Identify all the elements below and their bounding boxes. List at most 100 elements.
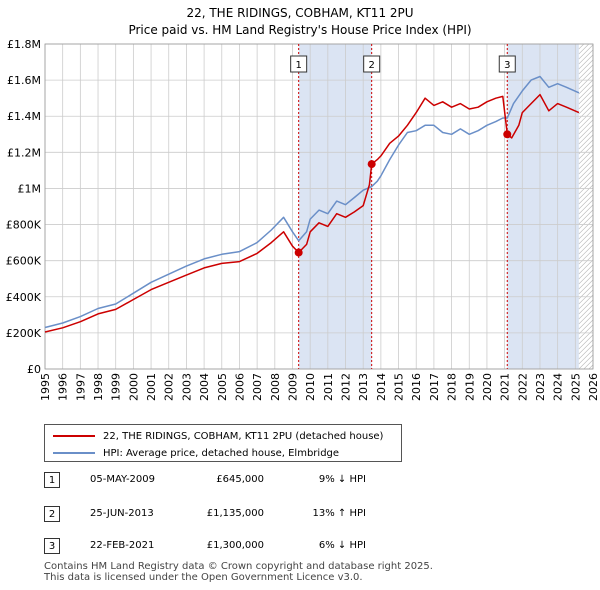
future-hatch [578,164,594,180]
chart-subtitle: Price paid vs. HM Land Registry's House … [128,23,471,37]
future-hatch [578,43,585,50]
future-hatch [578,169,594,185]
future-hatch [578,224,594,240]
x-tick-label: 2022 [516,373,529,401]
y-tick-label: £1.8M [7,38,41,51]
x-tick-label: 2017 [428,373,441,401]
price-chart: 22, THE RIDINGS, COBHAM, KT11 2PU Price … [6,6,600,401]
future-hatch [578,269,594,285]
x-tick-label: 2021 [499,373,512,401]
x-tick-label: 1998 [92,373,105,401]
legend-swatch-hpi [53,452,95,454]
table-row: 3 22-FEB-2021 £1,300,000 6% ↓ HPI [44,538,464,556]
x-tick-label: 2025 [569,373,582,401]
x-tick-label: 2002 [163,373,176,401]
future-hatch [578,179,594,195]
y-tick-label: £1.4M [7,110,41,123]
chart-badge-2 [363,55,381,73]
x-tick-label: 1995 [39,373,52,401]
y-tick-label: £1M [18,182,42,195]
future-hatch [578,314,594,330]
sale-date: 05-MAY-2009 [90,474,156,485]
future-hatch [578,339,594,355]
sale-badge: 3 [44,538,60,554]
future-hatch [578,89,594,105]
future-hatch [578,254,594,270]
chart-badge-label-1: 1 [295,60,301,71]
x-tick-label: 2013 [357,373,370,401]
y-tick-label: £200K [6,327,42,340]
sale-hpi-diff: 9% ↓ HPI [318,474,366,485]
sale-hpi-diff: 13% ↑ HPI [312,508,366,519]
shaded-period [298,44,372,369]
grid-lines [44,43,594,370]
chart-badge-1 [290,55,308,73]
future-hatch [578,354,594,370]
future-hatch [578,274,594,290]
x-tick-label: 2018 [446,373,459,401]
x-tick-label: 2020 [481,373,494,401]
future-hatch [578,54,594,70]
x-tick-label: 2026 [587,373,600,401]
x-tick-label: 2008 [269,373,282,401]
shaded-periods [45,43,594,370]
x-tick-label: 2004 [198,373,211,401]
future-hatch [578,334,594,350]
x-tick-label: 2003 [180,373,193,401]
x-tick-label: 1996 [57,373,70,401]
x-tick-label: 2015 [393,373,406,401]
future-hatch [578,299,594,315]
shaded-period [507,44,579,369]
future-hatch [578,309,594,325]
x-tick-label: 2016 [410,373,423,401]
y-axis-ticks: £0 £200K £400K £600K £800K £1M £1.2M £1.4M £1.6M… [6,38,42,376]
future-hatch [578,119,594,135]
y-tick-label: £1.2M [7,146,41,159]
future-hatch [578,114,594,130]
future-hatch [578,194,594,210]
future-hatch [578,43,590,55]
future-hatch [578,79,594,95]
legend: 22, THE RIDINGS, COBHAM, KT11 2PU (detac… [44,424,402,462]
y-tick-label: £800K [6,219,42,232]
future-hatch [578,174,594,190]
future-hatch [578,249,594,265]
sale-price: £1,300,000 [206,540,264,551]
sale-date: 25-JUN-2013 [90,508,154,519]
x-tick-label: 2010 [304,373,317,401]
future-hatch [578,49,594,65]
x-tick-label: 2024 [552,373,565,401]
future-hatch [578,329,594,345]
sale-points [294,130,512,257]
x-tick-label: 2014 [375,373,388,401]
future-hatch [578,59,594,75]
chart-badge-label-3: 3 [504,60,510,71]
future-hatch [578,159,594,175]
x-tick-label: 2001 [145,373,158,401]
future-hatch [583,359,594,370]
legend-label-property: 22, THE RIDINGS, COBHAM, KT11 2PU (detac… [103,430,384,442]
future-hatch [578,124,594,140]
x-tick-label: 1999 [110,373,123,401]
x-tick-label: 2000 [127,373,140,401]
future-hatch [578,244,594,260]
future-hatch [578,74,594,90]
sale-date: 22-FEB-2021 [90,540,155,551]
future-hatch [578,109,594,125]
y-tick-label: £600K [6,255,42,268]
x-tick-label: 2006 [233,373,246,401]
x-axis-ticks: 1995 1996 1997 1998 1999 2000 2001 2002 2003 2004… [39,373,600,401]
future-hatch [578,229,594,245]
table-row: 1 05-MAY-2009 £645,000 9% ↓ HPI [44,472,464,490]
chart-title: 22, THE RIDINGS, COBHAM, KT11 2PU [186,6,413,20]
legend-item-hpi: HPI: Average price, detached house, Elmb… [53,445,339,461]
sale-price: £1,135,000 [206,508,264,519]
future-hatch [578,239,594,255]
x-tick-label: 2007 [251,373,264,401]
future-hatch [588,364,594,370]
future-hatch [578,144,594,160]
future-hatch [578,154,594,170]
footer: Contains HM Land Registry data © Crown c… [44,561,433,583]
future-hatch [578,99,594,115]
sale-hpi-diff: 6% ↓ HPI [318,540,366,551]
